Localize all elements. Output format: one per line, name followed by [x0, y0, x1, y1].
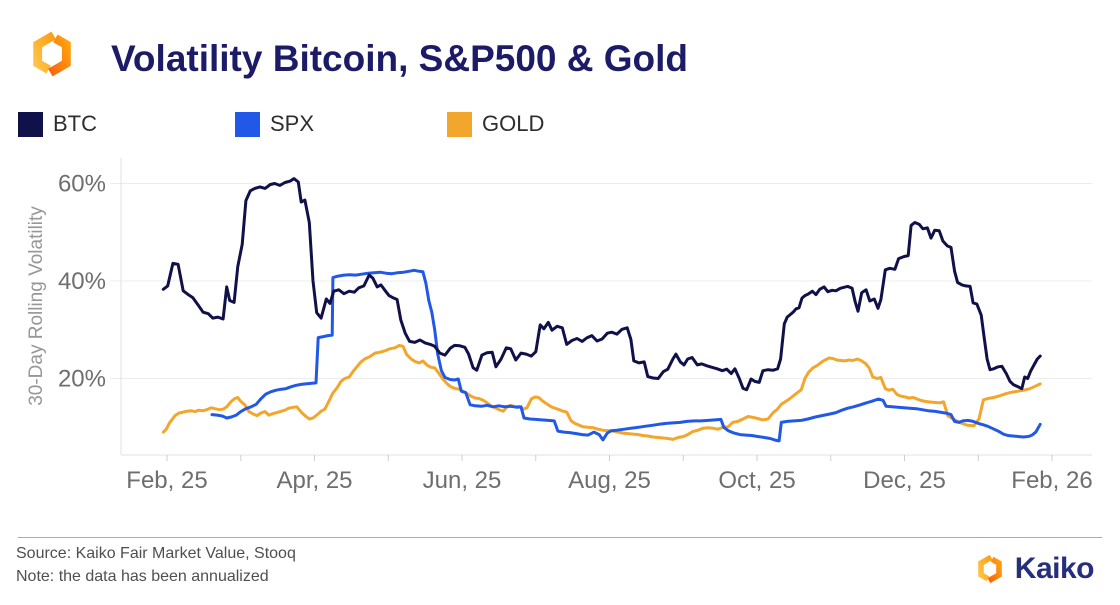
x-tick-label: Jun, 25: [423, 467, 502, 494]
x-tick-label: Dec, 25: [863, 467, 946, 494]
x-tick-label: Feb, 26: [1011, 467, 1092, 494]
x-tick-label: Oct, 25: [718, 467, 795, 494]
annualized-note: Note: the data has been annualized: [16, 568, 269, 585]
spx-line: [210, 268, 1042, 443]
y-axis-title: 30-Day Rolling Volatility: [26, 206, 47, 406]
y-tick-label: 20%: [58, 366, 106, 393]
legend-swatch-btc: [18, 111, 43, 137]
x-tick-label: Feb, 25: [126, 467, 207, 494]
legend-item-btc: BTC: [18, 111, 97, 137]
btc-line: [161, 177, 1042, 392]
footer-divider: [18, 537, 1102, 538]
page-title: Volatility Bitcoin, S&P500 & Gold: [111, 38, 689, 79]
legend-label-btc: BTC: [53, 111, 97, 136]
kaiko-logo-icon: [25, 27, 79, 81]
legend-label-spx: SPX: [270, 111, 315, 136]
y-tick-label: 60%: [58, 171, 106, 198]
source-note: Source: Kaiko Fair Market Value, Stooq: [16, 545, 296, 562]
legend-item-gold: GOLD: [447, 111, 544, 137]
kaiko-wordmark: Kaiko: [1014, 552, 1095, 585]
kaiko-logo-icon: [973, 552, 1007, 586]
legend-swatch-gold: [447, 111, 472, 137]
kaiko-brand: Kaiko: [973, 552, 1095, 586]
legend-label-gold: GOLD: [482, 111, 545, 136]
y-tick-label: 40%: [58, 268, 106, 295]
legend-item-spx: SPX: [235, 111, 314, 137]
x-tick-label: Aug, 25: [568, 467, 651, 494]
legend-swatch-spx: [235, 111, 260, 137]
gold-line: [161, 343, 1042, 441]
x-tick-label: Apr, 25: [276, 467, 352, 494]
